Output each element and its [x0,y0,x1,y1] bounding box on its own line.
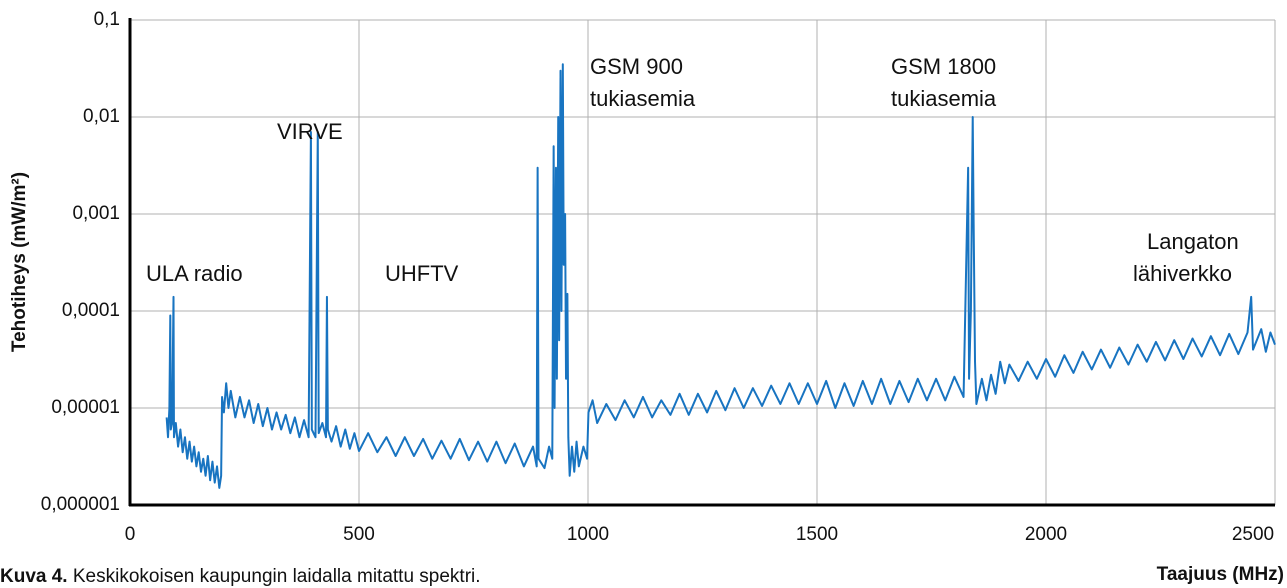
annotation: GSM 1800 [891,54,996,79]
annotation: Langaton [1147,229,1239,254]
x-tick-label: 1000 [567,524,609,545]
x-tick-label: 500 [343,524,375,545]
x-tick-label: 0 [125,524,136,545]
caption-text: Keskikokoisen kaupungin laidalla mitattu… [73,566,481,587]
y-tick-label: 0,0001 [62,300,120,321]
x-tick-label: 2000 [1025,524,1067,545]
y-tick-label: 0,001 [72,203,120,224]
y-axis-label: Tehotiheys (mW/m²) [9,172,30,352]
annotation: lähiverkko [1133,261,1232,286]
y-tick-label: 0,00001 [51,397,120,418]
x-axis-label: Taajuus (MHz) [1157,564,1284,585]
annotation: tukiasemia [590,86,696,111]
y-tick-label: 0,1 [94,9,120,30]
y-tick-label: 0,000001 [41,494,120,515]
caption: Kuva 4. Keskikokoisen kaupungin laidalla… [0,566,481,587]
annotation: VIRVE [277,119,343,144]
caption-label: Kuva 4. [0,566,68,587]
x-tick-label: 1500 [796,524,838,545]
x-tick-label: 2500 [1232,524,1274,545]
annotation: GSM 900 [590,54,683,79]
annotation: tukiasemia [891,86,997,111]
annotation: ULA radio [146,261,243,286]
spectrum-line [165,63,1276,489]
y-tick-label: 0,01 [83,106,120,127]
annotation: UHFTV [385,261,459,286]
